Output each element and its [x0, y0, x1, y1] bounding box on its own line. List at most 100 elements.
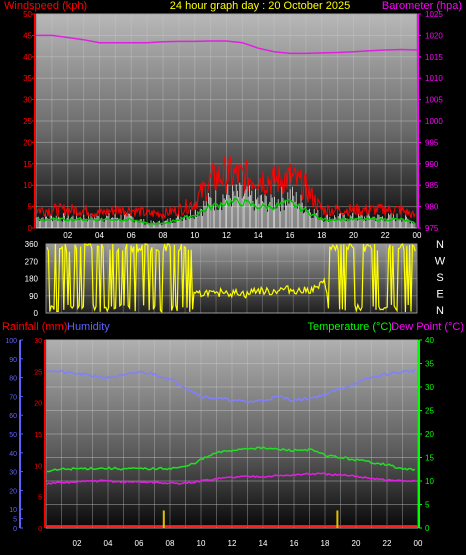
barometer-tick-label: 1020: [425, 31, 443, 40]
hour-tick-label: 02: [63, 231, 72, 240]
humidity-tick-label: 90: [9, 357, 17, 364]
windspeed-tick-label: 35: [23, 74, 32, 83]
hour-tick-label: 10: [197, 539, 206, 548]
direction-tick-label: 90: [29, 292, 38, 301]
barometer-line: [36, 34, 418, 55]
hour-tick-label: 12: [228, 539, 237, 548]
rainfall-tick-label: 25: [34, 369, 42, 376]
humidity-tick-label: 60: [9, 413, 17, 420]
temp-panel-background: [45, 339, 419, 529]
barometer-tick-label: 990: [425, 160, 439, 169]
temperature-tick-label: 10: [425, 477, 434, 486]
compass-label: N: [436, 305, 444, 317]
barometer-tick-label: 975: [425, 224, 439, 233]
rainfall-axis-title: Rainfall (mm): [2, 321, 67, 333]
barometer-tick-label: 1010: [425, 74, 443, 83]
windspeed-tick-label: 15: [23, 160, 32, 169]
windspeed-tick-label: 40: [23, 53, 32, 62]
barometer-axis-title: Barometer (hpa): [382, 0, 462, 12]
hour-tick-label: 22: [383, 539, 392, 548]
humidity-tick-label: 30: [9, 470, 17, 477]
temperature-tick-label: 35: [425, 360, 434, 369]
windspeed-axis-title: Windspeed (kph): [4, 0, 87, 12]
hour-tick-label: 18: [317, 231, 326, 240]
chart-title: 24 hour graph day : 20 October 2025: [170, 0, 350, 12]
humidity-axis-title: Humidity: [67, 321, 110, 333]
humidity-tick-label: 5: [13, 517, 17, 524]
hour-tick-label: 14: [259, 539, 268, 548]
temperature-tick-label: 30: [425, 383, 434, 392]
hour-tick-label: 08: [166, 539, 175, 548]
temperature-tick-label: 25: [425, 407, 434, 416]
rainfall-tick-label: 20: [34, 401, 42, 408]
humidity-tick-label: 10: [9, 507, 17, 514]
temperature-tick-label: 0: [425, 524, 430, 533]
humidity-tick-label: 100: [5, 338, 17, 345]
wind-direction-line: [46, 242, 416, 314]
temperature-line: [46, 445, 416, 473]
windspeed-tick-label: 25: [23, 117, 32, 126]
hour-tick-label: 04: [104, 539, 113, 548]
hour-tick-label: 04: [95, 231, 104, 240]
compass-label: N: [436, 239, 444, 251]
direction-tick-label: 360: [25, 240, 39, 249]
hour-tick-label: 06: [127, 231, 136, 240]
temperature-tick-label: 15: [425, 454, 434, 463]
wind-gust-line: [36, 155, 416, 220]
rainfall-tick-label: 5: [38, 495, 42, 502]
barometer-tick-label: 1000: [425, 117, 443, 126]
humidity-tick-label: 20: [9, 488, 17, 495]
hour-tick-label: 00: [413, 231, 422, 240]
barometer-tick-label: 1025: [425, 10, 443, 19]
windspeed-tick-label: 20: [23, 138, 32, 147]
compass-label: W: [435, 256, 446, 268]
barometer-tick-label: 980: [425, 203, 439, 212]
windspeed-tick-label: 0: [28, 224, 33, 233]
barometer-tick-label: 985: [425, 181, 439, 190]
humidity-tick-label: 80: [9, 376, 17, 383]
humidity-tick-label: 70: [9, 394, 17, 401]
temperature-tick-label: 20: [425, 430, 434, 439]
temperature-axis-title: Temperature (°C): [308, 321, 392, 333]
compass-label: S: [436, 272, 443, 284]
barometer-tick-label: 1015: [425, 53, 443, 62]
humidity-tick-label: 40: [9, 451, 17, 458]
hour-tick-label: 10: [190, 231, 199, 240]
hour-tick-label: 00: [414, 539, 423, 548]
dewpoint-line: [46, 472, 416, 486]
hour-tick-label: 16: [286, 231, 295, 240]
temperature-humidity-panel: 0 5 10 20 30 40 50 60 70 80 90 100 0 5 10 15 20 25 30 0 5 1…: [5, 336, 434, 548]
dewpoint-axis-title: Dew Point (°C): [391, 321, 464, 333]
direction-tick-label: 270: [25, 257, 39, 266]
hour-tick-label: 16: [290, 539, 299, 548]
windspeed-tick-label: 10: [23, 181, 32, 190]
direction-tick-label: 0: [34, 309, 39, 318]
humidity-tick-label: 0: [13, 526, 17, 533]
rainfall-tick-label: 10: [34, 463, 42, 470]
hour-tick-label: 12: [222, 231, 231, 240]
hour-tick-label: 22: [381, 231, 390, 240]
rainfall-tick-label: 15: [34, 432, 42, 439]
windspeed-tick-label: 50: [23, 10, 32, 19]
humidity-tick-label: 50: [9, 432, 17, 439]
temperature-tick-label: 5: [425, 501, 430, 510]
hour-tick-label: 20: [349, 231, 358, 240]
windspeed-tick-label: 45: [23, 31, 32, 40]
barometer-tick-label: 1005: [425, 96, 443, 105]
windspeed-tick-label: 30: [23, 96, 32, 105]
rainfall-tick-label: 30: [34, 338, 42, 345]
windspeed-tick-label: 5: [28, 203, 33, 212]
hour-tick-label: 14: [254, 231, 263, 240]
hour-tick-label: 20: [352, 539, 361, 548]
hour-tick-label: 18: [321, 539, 330, 548]
temperature-tick-label: 40: [425, 336, 434, 345]
compass-label: E: [436, 289, 443, 301]
hour-tick-label: 02: [73, 539, 82, 548]
humidity-line: [46, 368, 416, 404]
rainfall-tick-label: 0: [38, 526, 42, 533]
hour-tick-label: 06: [135, 539, 144, 548]
wind-average-line: [36, 197, 416, 226]
direction-tick-label: 180: [25, 275, 39, 284]
